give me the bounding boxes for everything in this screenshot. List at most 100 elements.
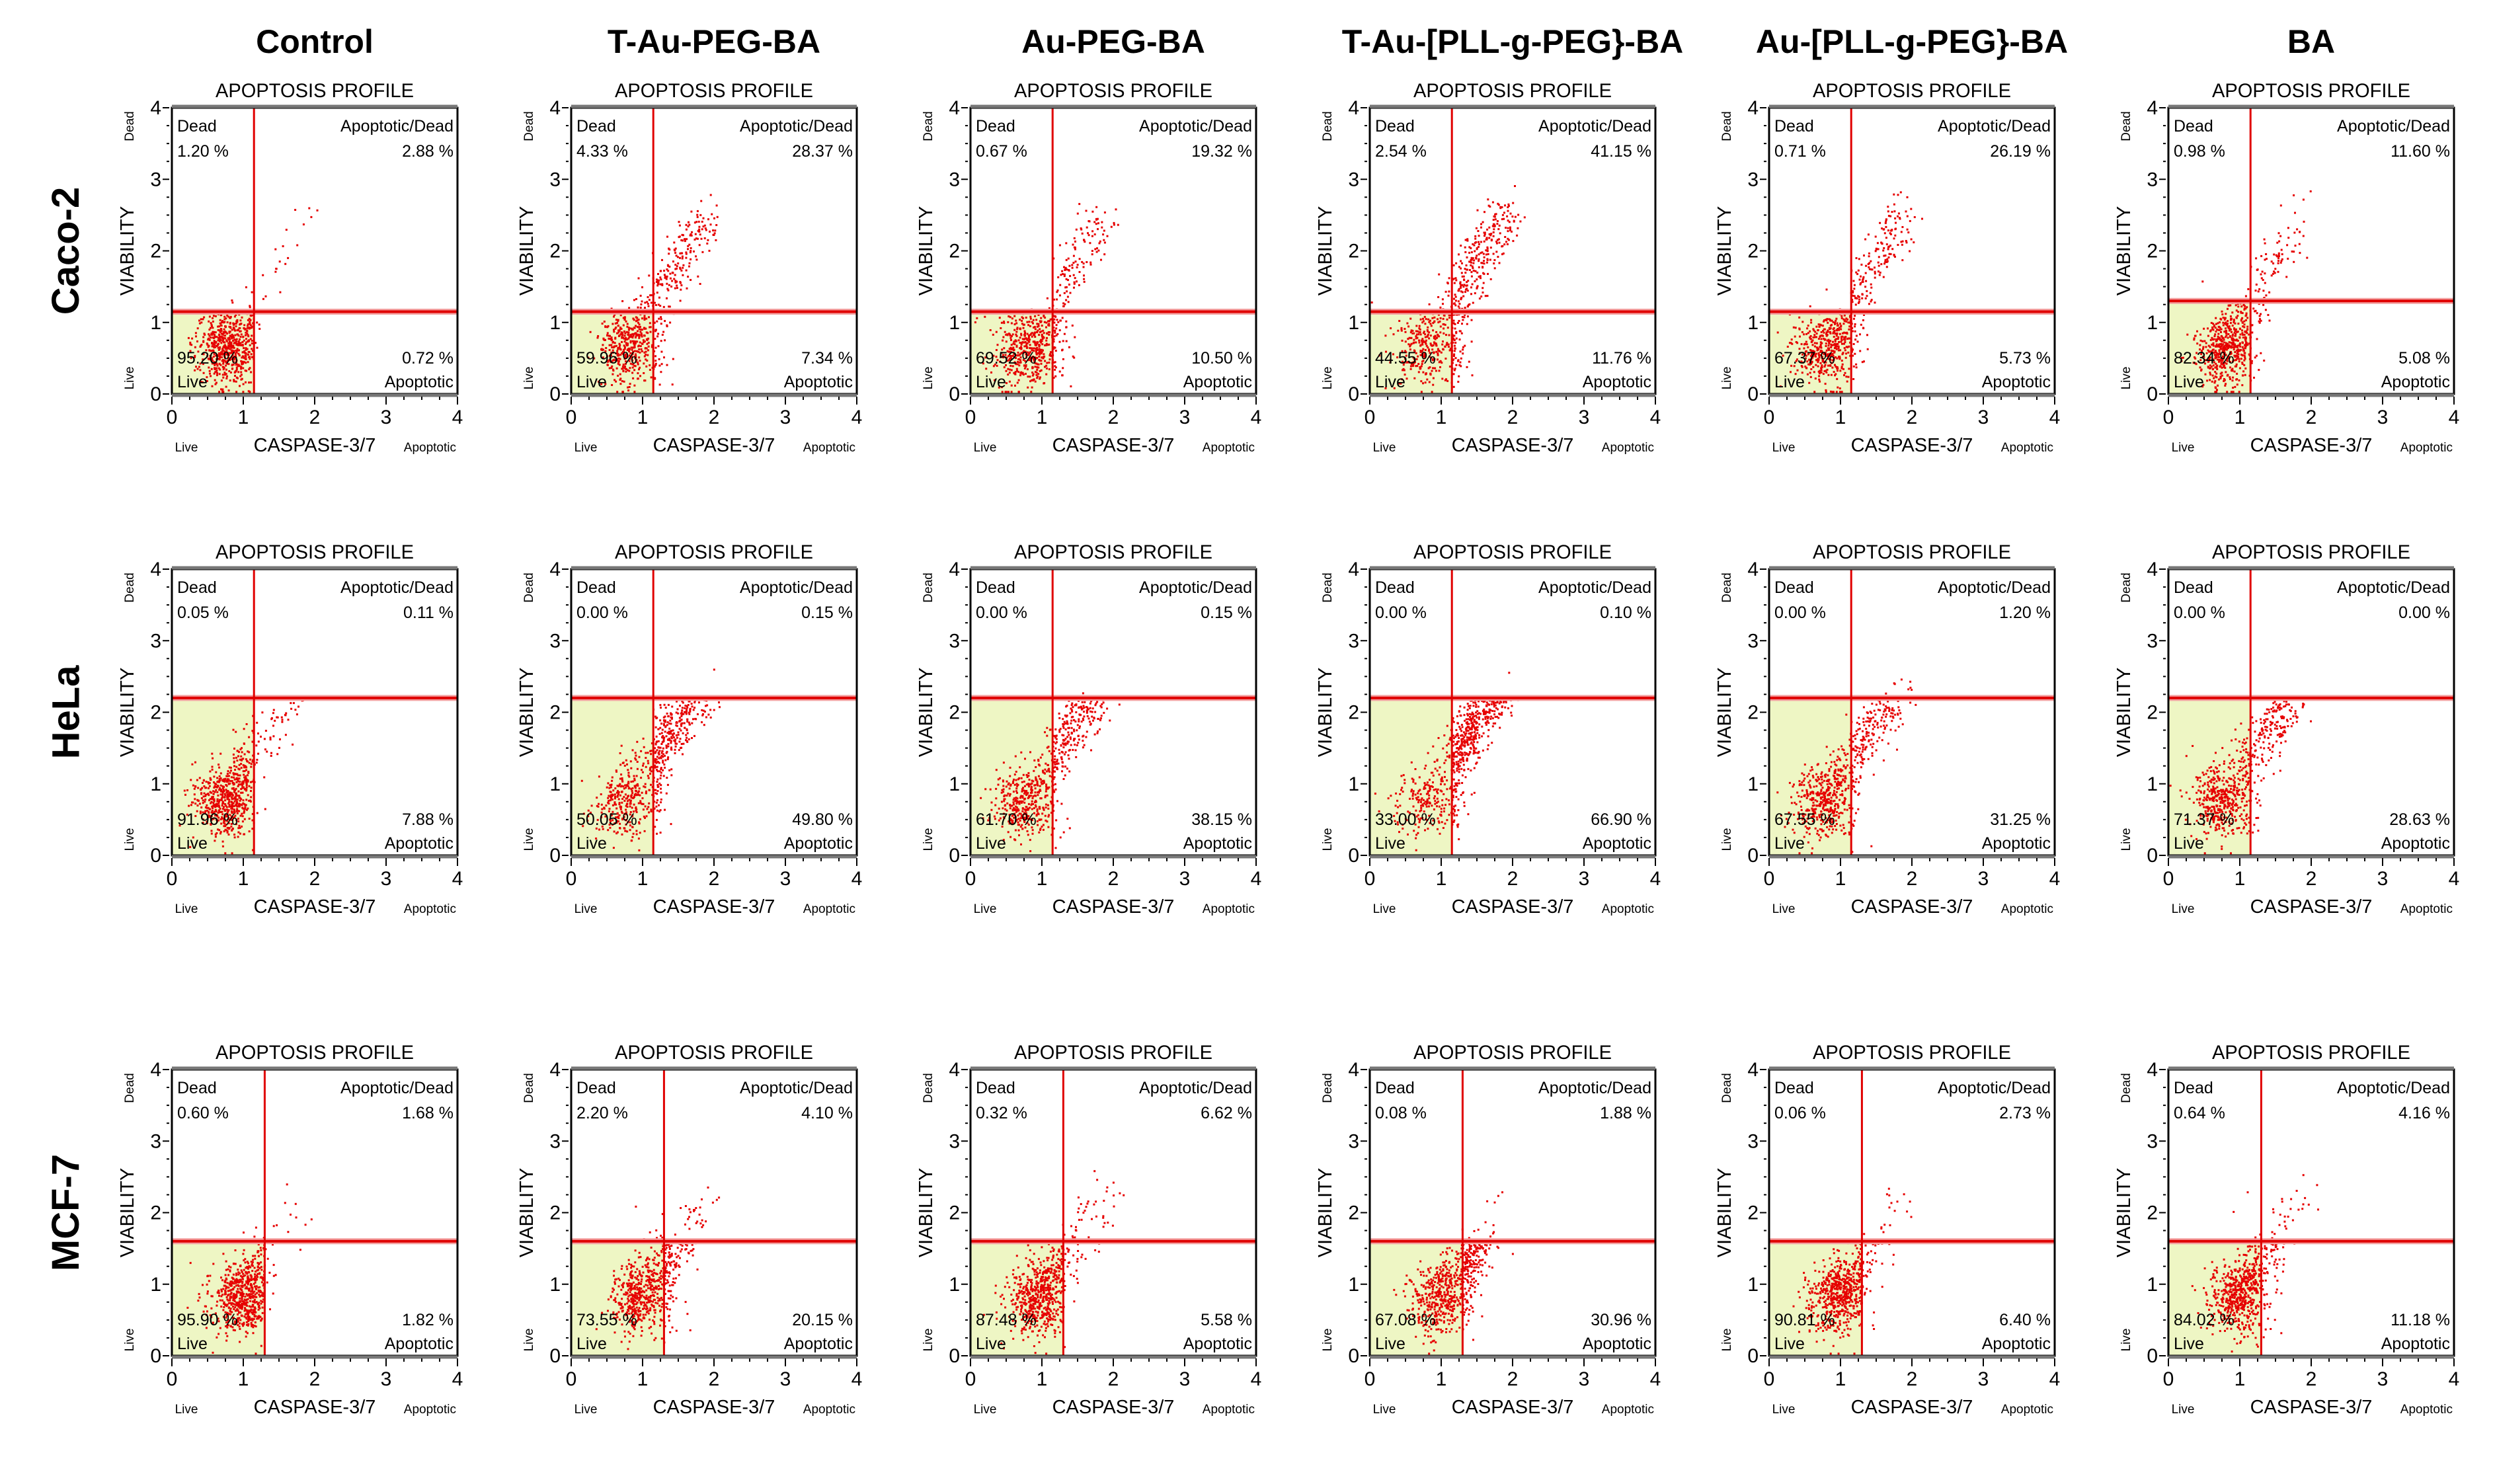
scatter-point [1091, 250, 1093, 253]
scatter-point [2221, 362, 2223, 364]
scatter-point [231, 806, 233, 809]
scatter-point [2228, 344, 2231, 346]
scatter-point [237, 329, 239, 331]
scatter-point [1470, 271, 1473, 274]
scatter-point [234, 814, 237, 817]
scatter-point [2214, 375, 2217, 378]
scatter-point [1899, 217, 1901, 219]
scatter-point [625, 336, 627, 339]
scatter-point [2218, 329, 2221, 331]
scatter-point [2298, 243, 2301, 245]
scatter-point [1433, 358, 1436, 360]
scatter-point [1883, 262, 1886, 265]
scatter-point [231, 351, 234, 354]
scatter-point [1887, 256, 1890, 258]
scatter-point [1419, 366, 1421, 368]
scatter-point [627, 327, 630, 329]
scatter-point [636, 319, 639, 322]
scatter-point [2274, 272, 2276, 274]
scatter-point [2277, 257, 2279, 260]
scatter-point [242, 355, 245, 358]
y-axis-low-label: Live [922, 367, 935, 390]
scatter-point [1049, 358, 1051, 361]
scatter-point [251, 780, 254, 783]
scatter-point [2294, 245, 2297, 247]
scatter-point [1460, 357, 1462, 360]
scatter-point [210, 801, 213, 803]
scatter-point [1004, 391, 1007, 393]
scatter-point [1466, 290, 1469, 292]
scatter-point [1448, 290, 1450, 293]
scatter-point [1095, 206, 1098, 208]
scatter-point [285, 229, 288, 231]
scatter-point [1442, 317, 1444, 320]
scatter-point [280, 716, 283, 719]
scatter-point [1403, 369, 1405, 371]
scatter-point [2220, 331, 2222, 333]
x-axis-label: CASPASE-3/7 [1052, 435, 1175, 456]
scatter-point [1455, 337, 1458, 340]
scatter-point [617, 357, 620, 360]
scatter-point [1820, 350, 1823, 352]
scatter-point [1437, 321, 1440, 324]
scatter-point [227, 802, 230, 804]
scatter-point [1089, 242, 1091, 245]
scatter-point [2223, 380, 2225, 382]
scatter-point [659, 283, 662, 286]
scatter-point [1434, 338, 1437, 340]
scatter-point [2258, 369, 2260, 371]
scatter-point [1453, 350, 1456, 352]
scatter-point [619, 379, 621, 381]
scatter-point [634, 342, 637, 344]
scatter-point [1813, 371, 1815, 373]
scatter-point [1874, 270, 1876, 273]
scatter-point [1885, 237, 1887, 239]
scatter-point [1065, 299, 1068, 301]
scatter-point [699, 283, 701, 285]
scatter-point [218, 763, 220, 766]
scatter-point [1835, 373, 1837, 375]
scatter-point [1437, 348, 1439, 350]
scatter-point [1013, 329, 1016, 331]
scatter-point [1822, 373, 1825, 375]
scatter-point [1447, 294, 1450, 297]
scatter-point [1073, 237, 1076, 239]
scatter-point [1446, 342, 1448, 344]
scatter-point [2243, 326, 2246, 329]
scatter-point [229, 315, 232, 318]
scatter-point [2182, 356, 2184, 359]
scatter-point [685, 256, 688, 259]
scatter-point [2246, 328, 2249, 331]
scatter-point [1421, 352, 1423, 355]
scatter-point [1420, 391, 1423, 393]
scatter-point [2218, 358, 2221, 361]
scatter-point [649, 326, 651, 329]
scatter-point [2261, 270, 2264, 273]
scatter-point [248, 830, 251, 833]
scatter-point [1407, 338, 1409, 340]
scatter-point [1390, 327, 1392, 330]
scatter-point [664, 275, 666, 278]
quadrant-apoptotic-value: 11.76 % [1592, 349, 1651, 368]
scatter-point [229, 371, 232, 373]
scatter-point [1027, 375, 1029, 378]
scatter-point [1865, 264, 1868, 267]
scatter-point [231, 792, 233, 795]
scatter-point [704, 227, 707, 229]
scatter-point [649, 294, 652, 297]
scatter-point [227, 315, 230, 318]
scatter-point [643, 362, 645, 365]
scatter-point [236, 812, 239, 814]
scatter-point [229, 379, 231, 382]
scatter-point [1023, 367, 1026, 370]
scatter-point [1831, 319, 1833, 322]
scatter-point [218, 809, 220, 812]
scatter-point [1045, 364, 1048, 367]
scatter-point [663, 356, 665, 359]
scatter-point [635, 320, 637, 323]
scatter-point [1821, 364, 1823, 367]
scatter-point [231, 781, 234, 784]
scatter-point [213, 362, 216, 365]
scatter-point [241, 362, 243, 364]
